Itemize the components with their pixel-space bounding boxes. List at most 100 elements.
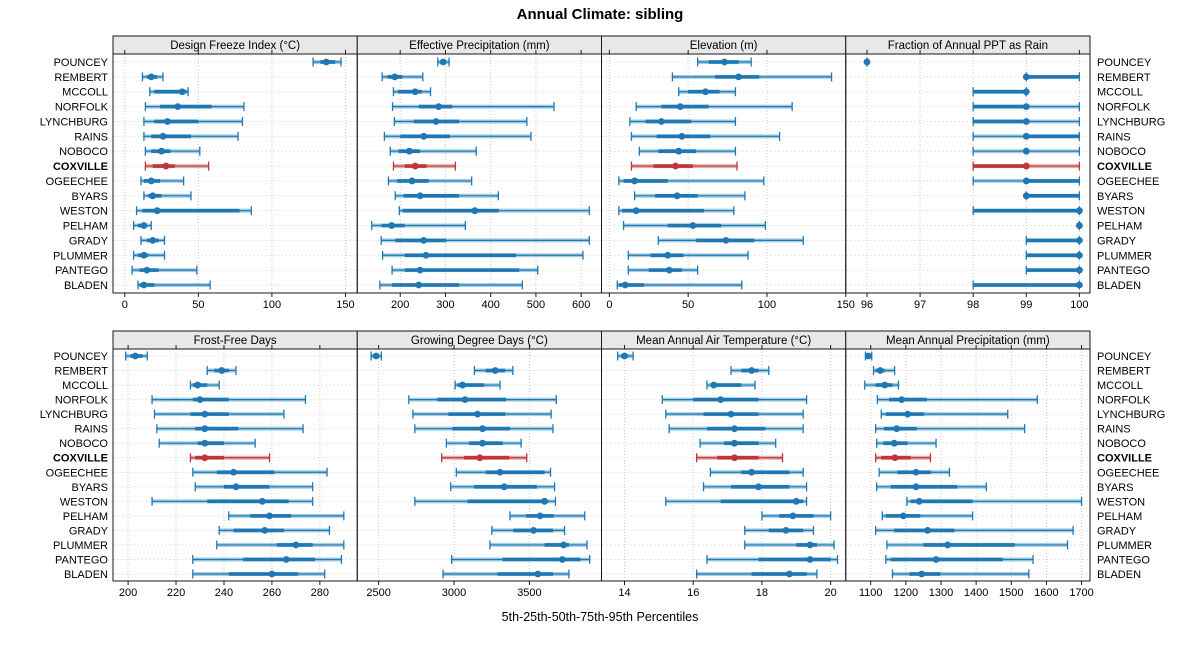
row-label-left: BYARS	[72, 191, 108, 203]
row-label-left: NOBOCO	[59, 146, 108, 158]
axis-tick-label: 1400	[964, 587, 988, 599]
median-dot	[676, 103, 684, 110]
median-dot	[672, 162, 679, 170]
median-dot	[710, 381, 718, 389]
median-dot	[702, 88, 709, 96]
median-dot	[159, 132, 167, 140]
median-dot	[322, 58, 330, 66]
row-label-left: NORFOLK	[55, 102, 109, 114]
median-dot	[727, 410, 735, 418]
row-label-left: NOBOCO	[59, 438, 108, 450]
median-dot	[1022, 162, 1030, 170]
median-dot	[621, 352, 628, 360]
median-dot	[534, 570, 542, 578]
median-dot	[918, 570, 926, 578]
axis-tick-label: 0	[122, 299, 128, 311]
axis-tick-label: 300	[436, 299, 454, 311]
median-dot	[1075, 281, 1083, 289]
median-dot	[806, 556, 814, 563]
median-dot	[415, 281, 423, 289]
median-dot	[924, 527, 932, 534]
median-dot	[411, 162, 419, 170]
median-dot	[1022, 132, 1030, 140]
median-dot	[153, 207, 161, 215]
median-dot	[143, 266, 151, 274]
panel-header-title: Frost-Free Days	[194, 335, 277, 347]
panel-frame	[845, 348, 1091, 582]
row-label-right: PLUMMER	[1097, 250, 1152, 262]
panel-header-title: Effective Precipitation (mm)	[409, 40, 550, 52]
row-label-right: POUNCEY	[1097, 57, 1152, 69]
row-label-left: MCCOLL	[62, 380, 108, 392]
row-label-right: NORFOLK	[1097, 395, 1151, 407]
median-dot	[292, 541, 300, 549]
axis-tick-label: 100	[1070, 299, 1088, 311]
median-dot	[420, 132, 428, 140]
row-label-left: BYARS	[72, 482, 108, 494]
median-dot	[864, 352, 872, 360]
median-dot	[1022, 103, 1030, 110]
row-label-right: RAINS	[1097, 424, 1131, 436]
median-dot	[282, 556, 290, 563]
median-dot	[131, 352, 139, 360]
median-dot	[1022, 118, 1030, 125]
median-dot	[194, 381, 202, 389]
median-dot	[422, 251, 430, 259]
median-dot	[1075, 266, 1083, 274]
median-dot	[530, 527, 537, 534]
row-label-left: GRADY	[69, 235, 109, 247]
median-dot	[416, 266, 424, 274]
row-label-right: NOBOCO	[1097, 146, 1146, 158]
median-dot	[266, 512, 273, 520]
row-label-right: OGEECHEE	[1097, 467, 1159, 479]
median-dot	[261, 527, 269, 534]
median-dot	[474, 410, 481, 418]
median-dot	[408, 177, 416, 185]
row-label-left: POUNCEY	[54, 351, 109, 363]
row-label-left: RAINS	[74, 424, 108, 436]
median-dot	[899, 512, 907, 520]
median-dot	[391, 73, 399, 81]
median-dot	[748, 468, 756, 476]
row-label-left: PELHAM	[63, 511, 108, 523]
median-dot	[891, 454, 899, 462]
median-dot	[196, 396, 204, 403]
median-dot	[435, 103, 443, 110]
row-label-right: WESTON	[1097, 206, 1145, 218]
median-dot	[158, 147, 165, 155]
median-dot	[147, 177, 155, 185]
median-dot	[1075, 237, 1083, 244]
row-label-left: PANTEGO	[55, 265, 108, 277]
axis-tick-label: 50	[682, 299, 694, 311]
axis-tick-label: 100	[263, 299, 281, 311]
row-label-right: PELHAM	[1097, 511, 1142, 523]
axis-tick-label: 500	[527, 299, 545, 311]
axis-tick-label: 96	[861, 299, 873, 311]
axis-tick-label: 1100	[859, 587, 883, 599]
median-dot	[162, 162, 170, 170]
row-label-left: WESTON	[60, 496, 108, 508]
panel-header-title: Mean Annual Precipitation (mm)	[886, 335, 1050, 347]
median-dot	[731, 454, 738, 462]
axis-tick-label: 150	[336, 299, 354, 311]
chart-title: Annual Climate: sibling	[516, 6, 684, 23]
row-label-left: PLUMMER	[53, 540, 108, 552]
median-dot	[1075, 207, 1083, 215]
row-label-right: BLADEN	[1097, 569, 1141, 581]
row-label-right: BYARS	[1097, 191, 1133, 203]
median-dot	[665, 266, 673, 274]
median-dot	[1022, 192, 1030, 200]
median-dot	[678, 132, 686, 140]
axis-tick-label: 3500	[517, 587, 541, 599]
axis-tick-label: 97	[914, 299, 926, 311]
axis-tick-label: 240	[215, 587, 233, 599]
median-dot	[416, 192, 424, 200]
row-label-right: COXVILLE	[1097, 161, 1152, 173]
median-dot	[717, 396, 725, 403]
median-dot	[731, 425, 738, 433]
median-dot	[388, 222, 396, 229]
axis-tick-label: 0	[606, 299, 612, 311]
row-label-left: PELHAM	[63, 221, 108, 233]
row-label-right: LYNCHBURG	[1097, 409, 1165, 421]
row-label-left: NORFOLK	[55, 395, 109, 407]
